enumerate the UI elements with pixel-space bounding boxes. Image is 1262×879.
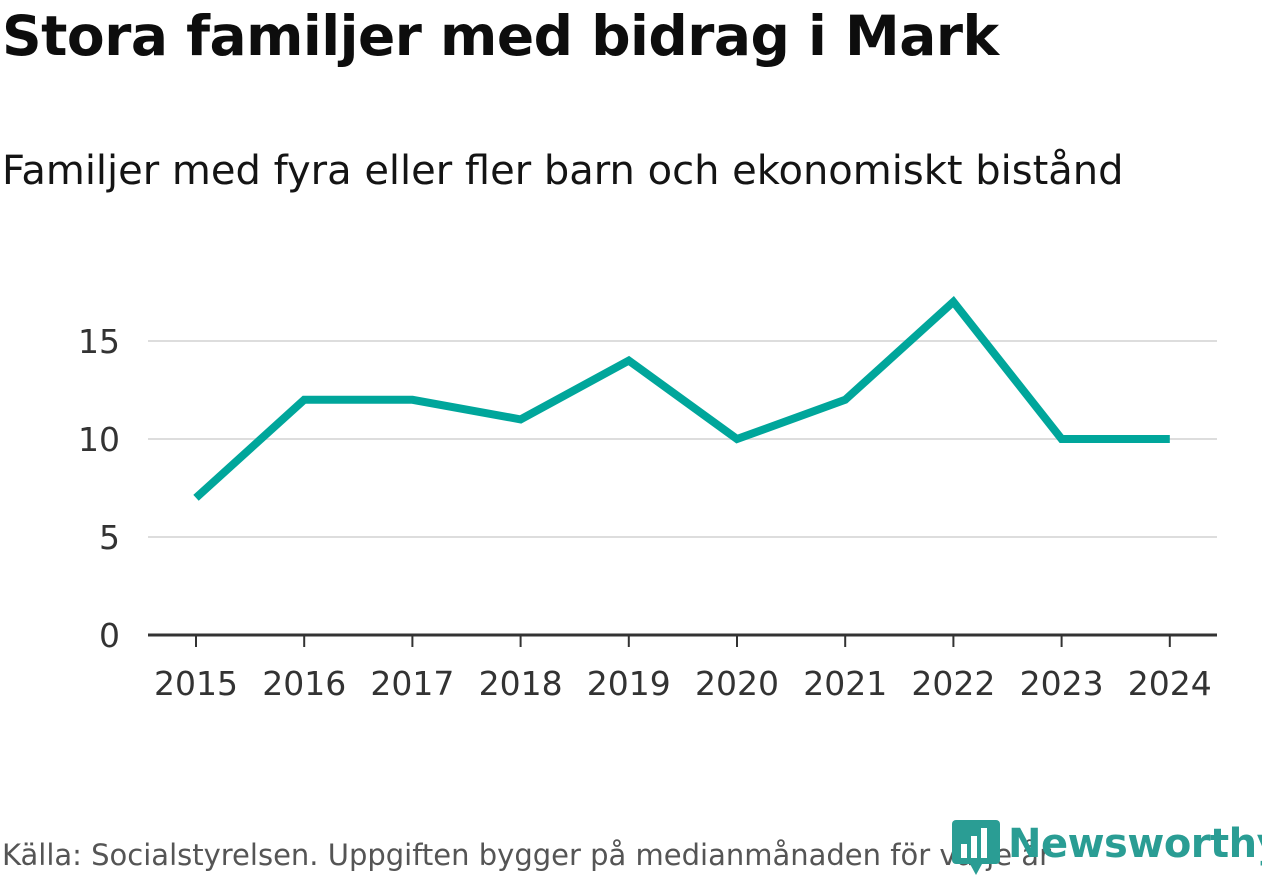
y-tick-label: 5 <box>99 518 120 557</box>
data-point <box>1061 438 1063 440</box>
y-tick-label: 10 <box>78 420 120 459</box>
x-tick-label: 2016 <box>262 664 346 703</box>
x-tick-label: 2018 <box>479 664 563 703</box>
x-tick-label: 2021 <box>803 664 887 703</box>
chart-subtitle: Familjer med fyra eller fler barn och ek… <box>2 148 1124 194</box>
data-point <box>736 438 738 440</box>
x-tick-label: 2022 <box>911 664 995 703</box>
brand-logo: Newsworthy <box>952 820 1262 876</box>
series-line <box>193 295 1170 501</box>
x-tick-label: 2020 <box>695 664 779 703</box>
data-point <box>1169 438 1171 440</box>
data-point <box>952 301 954 303</box>
data-point <box>411 399 413 401</box>
newsworthy-logo-icon <box>952 820 1000 875</box>
data-point <box>195 497 197 499</box>
x-axis: 2015 2016 2017 2018 2019 2020 2021 2022 2023 2024 <box>148 633 1217 703</box>
source-note: Källa: Socialstyrelsen. Uppgiften bygger… <box>2 838 1051 872</box>
x-tick-label: 2015 <box>154 664 238 703</box>
y-tick-label: 0 <box>99 616 120 655</box>
x-tick-label: 2017 <box>370 664 454 703</box>
x-tick-label: 2019 <box>587 664 671 703</box>
series <box>193 295 1171 501</box>
data-point <box>628 360 630 362</box>
x-tick-label: 2024 <box>1128 664 1212 703</box>
data-point <box>520 418 522 420</box>
y-axis: 0 5 10 15 <box>78 322 120 655</box>
data-point <box>844 399 846 401</box>
data-point <box>303 399 305 401</box>
grid-lines <box>148 340 1217 538</box>
y-tick-label: 15 <box>78 322 120 361</box>
chart-title: Stora familjer med bidrag i Mark <box>2 4 999 68</box>
x-tick-label: 2023 <box>1020 664 1104 703</box>
brand-name: Newsworthy <box>1008 821 1262 867</box>
